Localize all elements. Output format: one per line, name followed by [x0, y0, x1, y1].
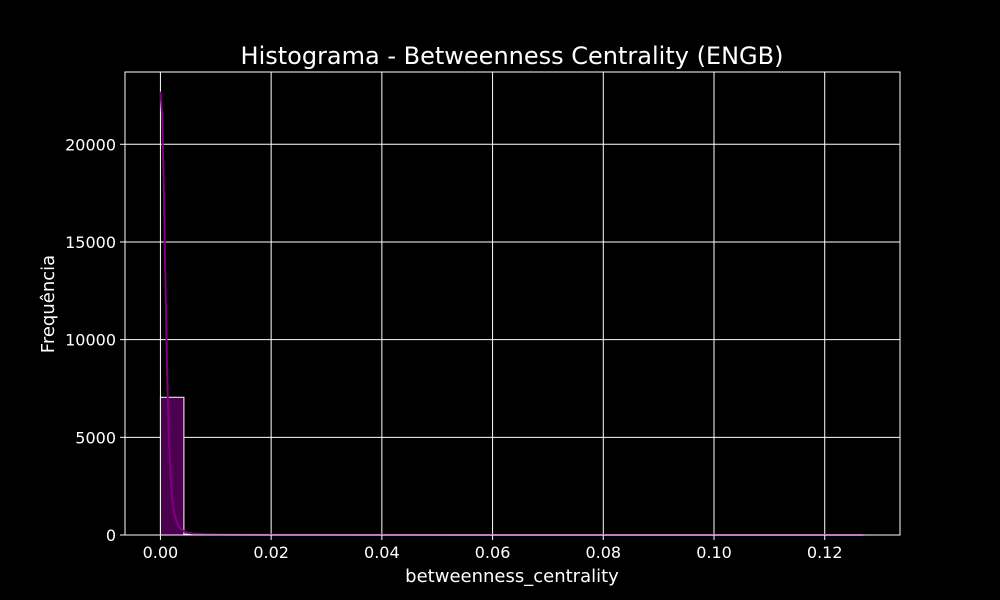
- y-tick-label: 5000: [75, 428, 116, 447]
- grid-lines: [125, 72, 900, 536]
- y-tick-label: 10000: [65, 331, 116, 350]
- histogram-bar: [159, 396, 185, 536]
- y-axis-label: Frequência: [38, 255, 59, 353]
- x-axis-ticks: 0.00 0.02 0.04 0.06 0.08 0.10 0.12: [143, 535, 843, 562]
- x-axis-label: betweenness_centrality: [405, 566, 619, 587]
- x-tick-label: 0.06: [475, 543, 511, 562]
- x-tick-label: 0.02: [253, 543, 289, 562]
- x-tick-label: 0.12: [807, 543, 843, 562]
- y-tick-label: 0: [106, 526, 116, 545]
- x-tick-label: 0.04: [364, 543, 400, 562]
- y-tick-label: 20000: [65, 135, 116, 154]
- y-axis-ticks: 0 5000 10000 15000 20000: [65, 135, 125, 545]
- x-tick-label: 0.08: [585, 543, 621, 562]
- x-tick-label: 0.00: [143, 543, 179, 562]
- y-tick-label: 15000: [65, 233, 116, 252]
- x-tick-label: 0.10: [696, 543, 732, 562]
- chart-title: Histograma - Betweenness Centrality (ENG…: [241, 42, 784, 70]
- plot-frame: [124, 71, 901, 536]
